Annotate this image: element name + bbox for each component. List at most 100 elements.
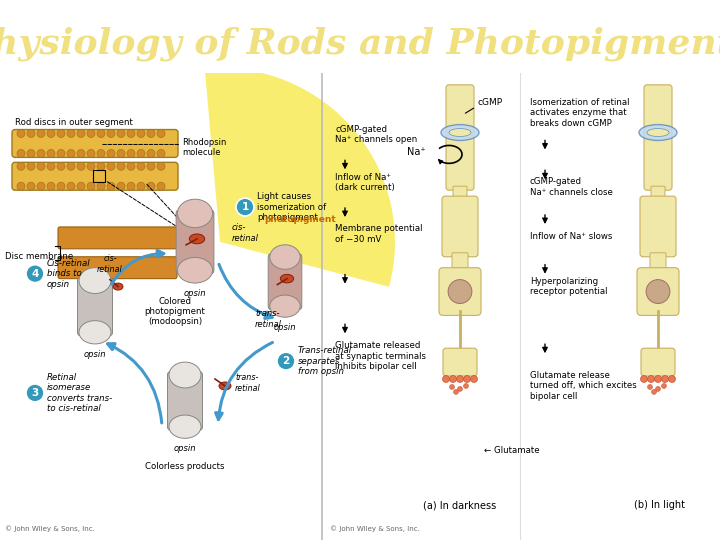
Text: 2: 2 [282, 356, 289, 366]
FancyBboxPatch shape [452, 253, 468, 273]
Circle shape [97, 182, 105, 190]
Ellipse shape [189, 234, 204, 244]
Circle shape [77, 130, 85, 138]
FancyBboxPatch shape [58, 256, 177, 279]
Ellipse shape [441, 125, 479, 140]
Circle shape [47, 130, 55, 138]
Circle shape [464, 383, 469, 388]
Circle shape [97, 150, 105, 157]
FancyBboxPatch shape [268, 254, 302, 309]
Text: Membrane potential
of −30 mV: Membrane potential of −30 mV [335, 224, 423, 244]
Circle shape [27, 130, 35, 138]
Circle shape [107, 163, 115, 170]
Circle shape [236, 198, 254, 216]
Circle shape [57, 163, 65, 170]
Circle shape [57, 150, 65, 157]
Circle shape [647, 384, 652, 389]
Ellipse shape [219, 382, 231, 390]
Circle shape [449, 384, 454, 389]
Circle shape [147, 130, 155, 138]
Text: Cis-retinal
binds to
opsin: Cis-retinal binds to opsin [47, 259, 91, 288]
FancyBboxPatch shape [453, 186, 467, 200]
Circle shape [117, 130, 125, 138]
Circle shape [652, 389, 657, 394]
Circle shape [147, 182, 155, 190]
FancyBboxPatch shape [168, 372, 202, 430]
Text: Disc membrane: Disc membrane [5, 252, 73, 261]
Text: Rhodopsin
molecule: Rhodopsin molecule [182, 138, 226, 157]
Circle shape [662, 383, 667, 388]
Text: Light causes
isomerization of
photopigment: Light causes isomerization of photopigme… [257, 192, 326, 222]
Circle shape [87, 163, 95, 170]
Ellipse shape [270, 295, 300, 317]
Circle shape [147, 163, 155, 170]
Circle shape [454, 389, 459, 394]
Ellipse shape [646, 280, 670, 303]
Text: photopigment: photopigment [264, 215, 336, 224]
Text: opsin: opsin [274, 323, 296, 332]
Circle shape [87, 150, 95, 157]
Ellipse shape [169, 362, 201, 388]
Circle shape [662, 375, 668, 382]
Circle shape [17, 182, 25, 190]
Circle shape [107, 150, 115, 157]
Circle shape [67, 163, 75, 170]
Text: © John Wiley & Sons, Inc.: © John Wiley & Sons, Inc. [5, 525, 95, 532]
FancyBboxPatch shape [442, 196, 478, 256]
Text: Colorless products: Colorless products [145, 462, 225, 471]
Circle shape [277, 352, 295, 370]
Circle shape [87, 130, 95, 138]
Circle shape [457, 387, 462, 392]
Text: opsin: opsin [184, 289, 206, 298]
Circle shape [137, 182, 145, 190]
Circle shape [17, 130, 25, 138]
Circle shape [26, 384, 44, 402]
Circle shape [157, 150, 165, 157]
Ellipse shape [79, 268, 111, 294]
Text: (b) In light: (b) In light [634, 500, 685, 510]
Ellipse shape [639, 125, 677, 140]
Text: opsin: opsin [174, 444, 197, 453]
Circle shape [443, 375, 449, 382]
Text: opsin: opsin [84, 350, 107, 359]
Text: ← Glutamate: ← Glutamate [484, 446, 539, 455]
Circle shape [67, 182, 75, 190]
Circle shape [117, 150, 125, 157]
Text: (a) In darkness: (a) In darkness [423, 500, 497, 510]
Text: © John Wiley & Sons, Inc.: © John Wiley & Sons, Inc. [330, 525, 420, 532]
FancyBboxPatch shape [637, 268, 679, 315]
FancyBboxPatch shape [446, 85, 474, 190]
Circle shape [26, 265, 44, 282]
Circle shape [57, 130, 65, 138]
Ellipse shape [79, 321, 111, 344]
Circle shape [47, 150, 55, 157]
Circle shape [641, 375, 647, 382]
Circle shape [127, 163, 135, 170]
Text: Trans-retinal
separates
from opsin: Trans-retinal separates from opsin [298, 346, 352, 376]
Text: Colored
photopigment
(modoopsin): Colored photopigment (modoopsin) [145, 296, 205, 326]
Circle shape [464, 375, 470, 382]
Circle shape [37, 163, 45, 170]
Text: trans-
retinal: trans- retinal [254, 309, 282, 329]
Circle shape [107, 130, 115, 138]
Ellipse shape [169, 415, 201, 438]
FancyBboxPatch shape [650, 253, 666, 273]
Circle shape [117, 182, 125, 190]
Ellipse shape [647, 129, 669, 137]
Circle shape [157, 163, 165, 170]
Circle shape [77, 150, 85, 157]
Circle shape [37, 130, 45, 138]
FancyBboxPatch shape [12, 163, 178, 190]
Circle shape [67, 150, 75, 157]
Ellipse shape [449, 129, 471, 137]
FancyBboxPatch shape [78, 277, 112, 336]
Circle shape [77, 182, 85, 190]
Text: Isomerization of retinal
activates enzyme that
breaks down cGMP: Isomerization of retinal activates enzym… [530, 98, 629, 127]
Circle shape [647, 375, 654, 382]
Text: cis-
retinal: cis- retinal [97, 254, 123, 274]
Text: cGMP: cGMP [478, 98, 503, 107]
Circle shape [37, 182, 45, 190]
Circle shape [456, 375, 464, 382]
Text: Glutamate released
at synaptic terminals
inhibits bipolar cell: Glutamate released at synaptic terminals… [335, 341, 426, 371]
Ellipse shape [177, 199, 212, 228]
